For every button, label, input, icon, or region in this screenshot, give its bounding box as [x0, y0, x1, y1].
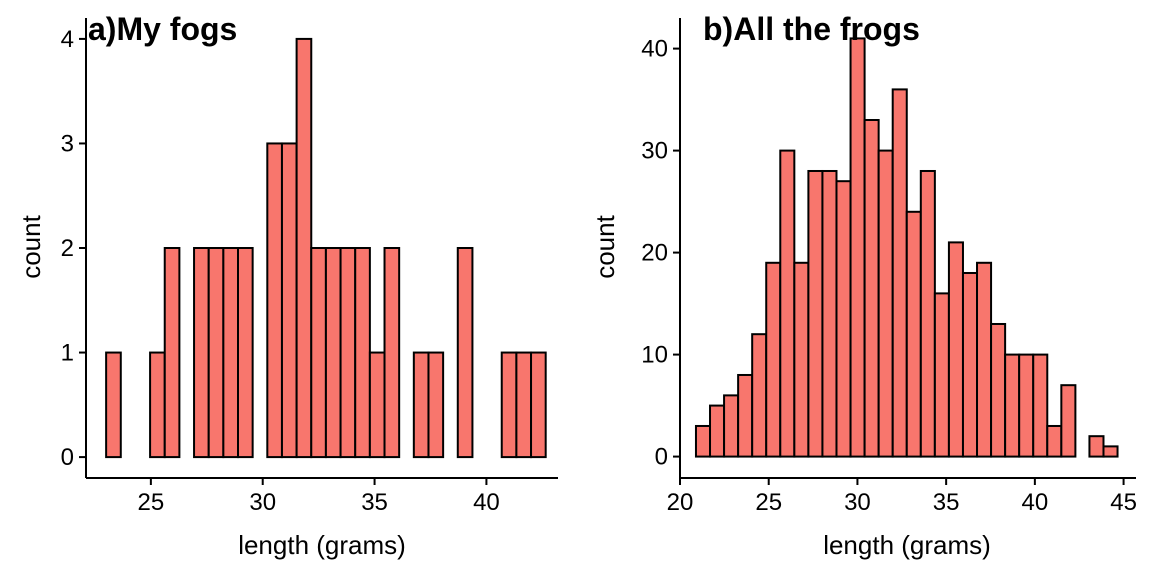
panel-b-x-label: length (grams) — [823, 530, 991, 560]
panel-a-bar — [354, 247, 371, 459]
panel-a-bar — [280, 142, 298, 459]
panel-b-bar — [933, 292, 950, 458]
panel-b-bar — [1102, 445, 1119, 458]
panel-b-x-tick-label: 25 — [755, 489, 782, 516]
panel-a-y-ticks: 0 1 2 3 4 — [61, 26, 86, 471]
panel-b-bar — [877, 149, 894, 458]
panel-b-x-tick-label: 20 — [667, 489, 694, 516]
panel-b-bars — [694, 37, 1119, 458]
panel-a-bar — [237, 247, 254, 459]
panel-b-bar — [863, 119, 880, 458]
panel-a-bar — [530, 351, 547, 459]
panel-a-bar — [383, 247, 401, 459]
panel-b-x-tick-label: 45 — [1110, 489, 1137, 516]
panel-b-bar — [849, 37, 866, 458]
panel-b-bar — [779, 149, 796, 458]
panel-b-bar — [807, 169, 824, 458]
panel-a-y-tick-label: 0 — [61, 444, 74, 471]
panel-b-bar — [919, 169, 936, 458]
panel-b-bar — [1032, 353, 1049, 458]
panel-a-bar — [193, 247, 210, 459]
panel-a-x-tick-label: 40 — [473, 489, 500, 516]
panel-a-bar — [339, 247, 357, 459]
panel-b-y-tick-label: 10 — [641, 342, 668, 369]
panel-b-x-tick-label: 40 — [1022, 489, 1049, 516]
panel-b-y-label: count — [590, 214, 620, 278]
panel-a-bar — [324, 247, 342, 459]
panel-a-title: a)My fogs — [88, 11, 237, 47]
panel-a-y-tick-label: 2 — [61, 235, 74, 262]
panel-b-bar — [1088, 435, 1105, 458]
panel-b-y-tick-label: 40 — [641, 36, 668, 63]
panel-a-x-ticks: 25 30 35 40 — [138, 478, 500, 516]
panel-a-bar — [456, 247, 474, 459]
panel-b-bar — [905, 210, 922, 458]
panel-b-title: b)All the frogs — [703, 11, 920, 47]
panel-b-y-tick-label: 20 — [641, 240, 668, 267]
panel-a-bar — [105, 351, 122, 459]
panel-a-y-label: count — [16, 214, 46, 278]
panel-a-bar — [163, 247, 181, 459]
panel-b-bar — [990, 322, 1007, 458]
panel-b: 20 25 30 35 40 45 0 10 20 30 40 b)All the frogs l… — [590, 11, 1137, 560]
panel-a-bar — [368, 351, 386, 459]
panel-a-bar — [500, 351, 518, 459]
panel-a-bar — [149, 351, 166, 459]
panel-a-x-tick-label: 35 — [361, 489, 388, 516]
panel-a-y-tick-label: 4 — [61, 26, 74, 53]
panel-b-bar — [961, 271, 979, 458]
panel-a-bar — [295, 37, 313, 459]
panel-a-bar — [310, 247, 327, 459]
panel-b-bar — [947, 241, 964, 458]
panel-a-y-tick-label: 1 — [61, 340, 74, 367]
panel-a-bar — [222, 247, 240, 459]
panel-b-bar — [694, 424, 712, 458]
panel-a-bar — [515, 351, 533, 459]
panel-b-bar — [1046, 424, 1063, 458]
panel-b-bar — [723, 394, 740, 458]
panel-b-bar — [793, 261, 810, 458]
panel-b-y-ticks: 0 10 20 30 40 — [641, 36, 680, 471]
panel-a-bar — [207, 247, 225, 459]
panel-b-bar — [737, 373, 754, 458]
panel-a-y-tick-label: 3 — [61, 130, 74, 157]
panel-a-bar — [266, 142, 283, 459]
panel-b-x-ticks: 20 25 30 35 40 45 — [667, 478, 1137, 516]
panel-b-bar — [976, 261, 993, 458]
panel-a-x-tick-label: 30 — [249, 489, 276, 516]
panel-b-bar — [835, 180, 852, 458]
panel-b-y-tick-label: 0 — [655, 444, 668, 471]
panel-b-bar — [709, 404, 726, 458]
panel-b-bar — [1004, 353, 1021, 458]
panel-b-bar — [821, 169, 838, 458]
panel-b-bar — [1060, 384, 1077, 458]
panel-b-x-tick-label: 35 — [933, 489, 960, 516]
panel-b-x-tick-label: 30 — [844, 489, 871, 516]
panel-b-bar — [1018, 353, 1035, 458]
panel-a-x-label: length (grams) — [238, 530, 406, 560]
panel-a-bar — [427, 351, 445, 459]
panel-b-bar — [765, 261, 782, 458]
panel-b-bar — [891, 88, 908, 458]
panel-b-bar — [751, 333, 768, 458]
panel-a-bars — [105, 37, 547, 459]
panel-b-y-tick-label: 30 — [641, 138, 668, 165]
panel-a-x-tick-label: 25 — [138, 489, 165, 516]
panel-a-bar — [412, 351, 430, 459]
